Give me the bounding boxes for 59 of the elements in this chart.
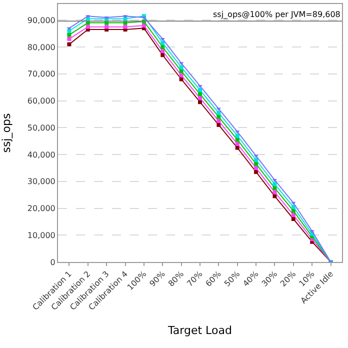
point (179, 77, 184, 82)
point (291, 212, 296, 217)
point (198, 96, 202, 100)
point (272, 186, 277, 190)
point (179, 69, 184, 74)
point (291, 217, 296, 221)
point (198, 100, 202, 104)
y-tick-label: 30,000 (27, 177, 56, 186)
point (254, 166, 258, 170)
point (86, 24, 90, 29)
point (235, 138, 240, 142)
point (254, 158, 258, 162)
point (216, 122, 221, 127)
point (198, 92, 202, 96)
point (67, 42, 72, 46)
point (235, 142, 240, 146)
point (198, 84, 202, 88)
y-tick-label: 80,000 (27, 42, 56, 52)
point (291, 204, 296, 209)
point (216, 114, 221, 119)
point (160, 40, 165, 45)
point (235, 130, 240, 134)
y-tick-label: 20,000 (27, 204, 56, 214)
point (272, 182, 277, 186)
point (67, 28, 72, 33)
point (235, 146, 240, 150)
point (310, 230, 314, 234)
ref-line-label: ssj_ops@100% per JVM=89,608 (213, 10, 340, 19)
y-tick-label: 40,000 (27, 150, 56, 160)
point (160, 53, 165, 58)
y-tick-label: 10,000 (27, 230, 56, 240)
y-tick-label: 70,000 (27, 70, 56, 79)
y-tick-label: 0 (50, 258, 56, 267)
point (291, 208, 296, 213)
point (142, 24, 146, 28)
point (86, 15, 90, 18)
y-tick-label: 50,000 (27, 123, 56, 132)
point (179, 65, 184, 70)
point (160, 45, 165, 49)
point (272, 190, 277, 194)
point (67, 32, 72, 37)
point (104, 24, 109, 29)
point (272, 194, 277, 198)
x-axis-title: Target Load (167, 324, 232, 338)
point (198, 88, 202, 92)
point (254, 170, 258, 174)
point (160, 38, 165, 41)
point (235, 134, 240, 138)
y-axis-title: ssj_ops (0, 113, 13, 153)
point (216, 118, 221, 123)
point (67, 36, 72, 41)
y-tick-label: 90,000 (27, 16, 56, 25)
point (254, 162, 258, 166)
point (179, 73, 184, 78)
point (123, 24, 128, 29)
point (216, 110, 221, 115)
y-tick-label: 60,000 (27, 96, 56, 106)
point (179, 62, 184, 66)
point (160, 49, 165, 54)
